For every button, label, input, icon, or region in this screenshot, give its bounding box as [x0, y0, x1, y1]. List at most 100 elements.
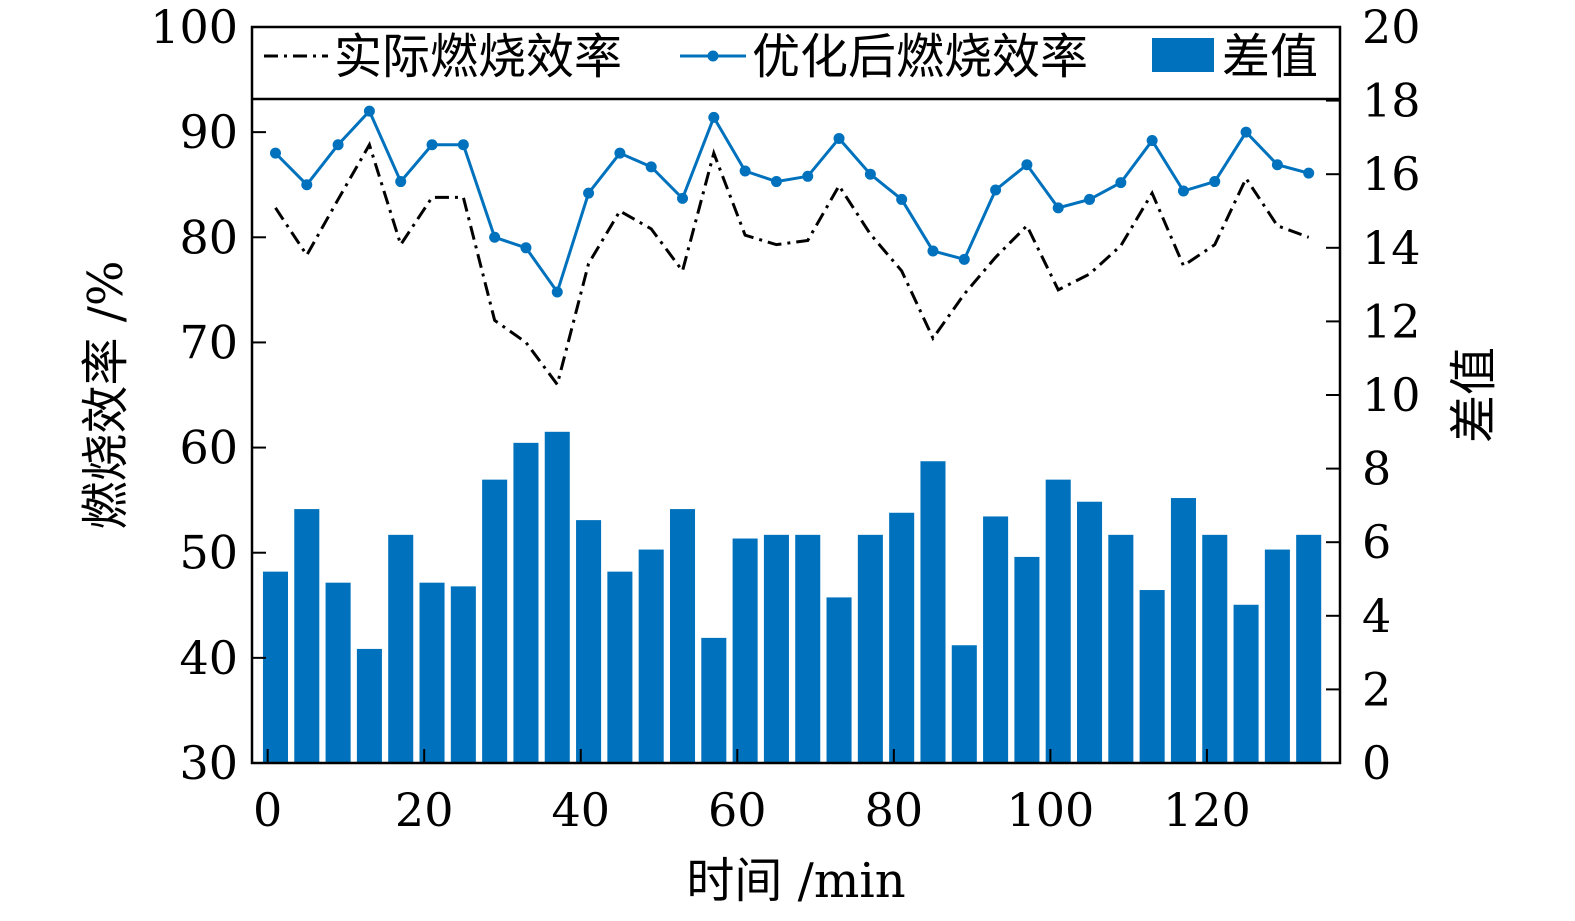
line-point [489, 231, 501, 243]
x-tick-label: 0 [253, 783, 282, 837]
y-left-tick-label: 80 [179, 210, 238, 264]
bar [1170, 498, 1196, 763]
x-tick-label: 80 [865, 783, 924, 837]
line-point [1177, 185, 1189, 197]
line-point [363, 105, 375, 117]
line-point [1303, 167, 1315, 179]
bar [795, 534, 821, 763]
line-point [301, 179, 313, 191]
bar [1108, 534, 1134, 763]
line-point [990, 184, 1002, 196]
bar [1045, 479, 1071, 763]
line-point [1052, 202, 1064, 214]
y-right-tick-label: 12 [1362, 294, 1421, 348]
x-tick-label: 120 [1163, 783, 1251, 837]
bar [1202, 534, 1228, 763]
bar [951, 645, 977, 763]
bar [544, 431, 570, 763]
line-point [739, 165, 751, 177]
legend-label-actual: 实际燃烧效率 [334, 29, 622, 85]
line-point [1209, 176, 1221, 188]
bar [1139, 590, 1165, 763]
line-optimized-efficiency [274, 108, 1310, 296]
y-left-tick-label: 70 [179, 315, 238, 369]
y-right-tick-label: 16 [1362, 147, 1421, 201]
bar [419, 582, 445, 763]
bar [325, 582, 351, 763]
bar [607, 571, 633, 763]
line-point [426, 139, 438, 151]
x-axis-label: 时间 /min [686, 853, 905, 909]
legend-swatch-diff [1152, 38, 1214, 72]
y-left-axis-label: 燃烧效率 /% [78, 260, 134, 529]
line-actual-efficiency [274, 141, 1310, 388]
bar [920, 461, 946, 763]
line-point [1146, 135, 1158, 147]
bar [763, 534, 789, 763]
bar [889, 512, 915, 763]
y-right-tick-label: 18 [1362, 74, 1421, 128]
line-point [551, 286, 563, 298]
line-point [583, 187, 595, 199]
line-point [708, 111, 720, 123]
line-point [269, 147, 281, 159]
y-left-tick-label: 100 [150, 0, 238, 54]
y-right-tick-label: 2 [1362, 662, 1391, 716]
bar [513, 442, 539, 763]
y-right-tick-label: 6 [1362, 515, 1391, 569]
line-point [770, 176, 782, 188]
line-point [802, 170, 814, 182]
line-point [395, 176, 407, 188]
line-point [677, 192, 689, 204]
bar [262, 571, 289, 763]
line-point [864, 168, 876, 180]
line-point [1021, 159, 1033, 171]
bar [983, 516, 1009, 763]
bar [701, 637, 727, 763]
legend-label-diff: 差值 [1222, 29, 1318, 85]
bar [1233, 604, 1259, 763]
bar [1077, 501, 1103, 763]
x-tick-label: 60 [708, 783, 767, 837]
y-right-axis-label: 差值 [1446, 347, 1502, 443]
bar [450, 586, 476, 763]
axis-labels-layer: 时间 /min 燃烧效率 /% 差值 [78, 260, 1502, 909]
line-point [833, 132, 845, 144]
x-tick-label: 20 [395, 783, 454, 837]
y-right-tick-label: 20 [1362, 0, 1421, 54]
line-point [1115, 177, 1127, 189]
legend-swatch-optimized-marker [707, 50, 719, 62]
line-series-layer [269, 105, 1315, 388]
y-left-tick-label: 90 [179, 105, 238, 159]
bar [1296, 534, 1322, 763]
y-right-tick-label: 14 [1362, 221, 1421, 275]
bar [1014, 556, 1040, 763]
y-right-tick-label: 10 [1362, 368, 1421, 422]
legend-label-optimized: 优化后燃烧效率 [752, 29, 1088, 85]
bar [857, 534, 883, 763]
x-tick-label: 100 [1006, 783, 1094, 837]
bar-series-layer [262, 431, 1322, 763]
bar [669, 509, 696, 763]
y-right-tick-label: 4 [1362, 589, 1391, 643]
x-tick-label: 40 [551, 783, 610, 837]
bar [576, 520, 602, 763]
line-point [896, 193, 908, 205]
bar [638, 549, 664, 763]
line-point [645, 161, 657, 173]
line-point [958, 253, 970, 265]
line-point [614, 147, 626, 159]
line-point [332, 139, 344, 151]
line-point [1084, 193, 1096, 205]
bar [1264, 549, 1290, 763]
bar [388, 534, 414, 763]
y-left-tick-label: 30 [179, 736, 238, 790]
bar [732, 538, 758, 763]
y-left-tick-label: 40 [179, 631, 238, 685]
line-point [520, 242, 532, 254]
line-point [1240, 126, 1252, 138]
bar [826, 597, 852, 763]
y-left-tick-label: 60 [179, 421, 238, 475]
y-right-tick-label: 8 [1362, 442, 1391, 496]
